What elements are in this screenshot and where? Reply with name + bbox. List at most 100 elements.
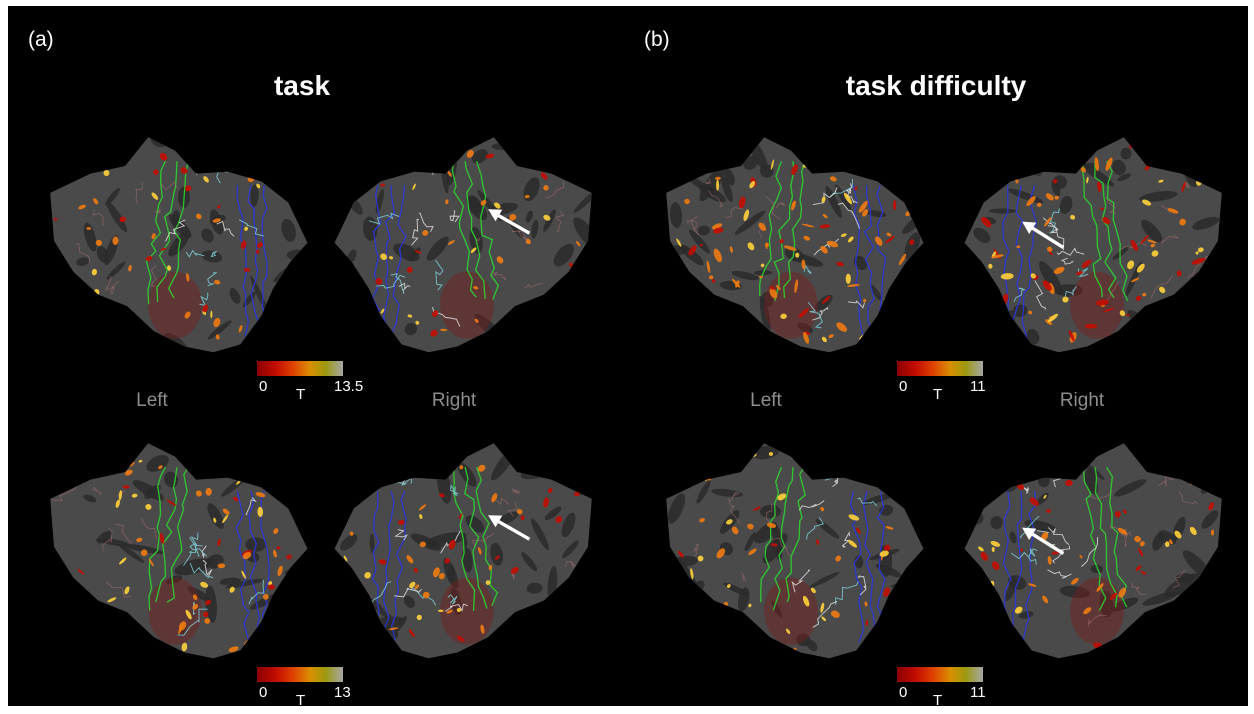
activation-blob — [107, 597, 117, 603]
activation-blob — [192, 603, 199, 610]
activation-blob — [409, 581, 416, 589]
activation-blob — [494, 555, 500, 560]
activation-blob — [276, 546, 281, 550]
activation-blob — [724, 615, 732, 620]
activation-blob — [1147, 239, 1157, 244]
figure: (a) task (b) task difficulty Left Right … — [8, 6, 1248, 706]
activation-blob — [184, 311, 191, 319]
activation-blob — [802, 595, 810, 607]
activation-blob — [202, 611, 209, 618]
activation-blob — [167, 265, 172, 271]
activation-blob — [349, 531, 354, 536]
activation-blob — [1134, 535, 1141, 543]
activation-blob — [830, 176, 837, 182]
activation-blob — [1151, 326, 1158, 334]
activation-blob — [364, 645, 370, 653]
activation-blob — [711, 279, 716, 283]
activation-blob — [202, 304, 209, 313]
activation-blob — [769, 285, 775, 290]
activation-blob — [843, 192, 852, 205]
activation-blob — [1208, 502, 1215, 511]
activation-blob — [212, 218, 221, 223]
activation-blob — [1118, 587, 1127, 598]
activation-blob — [521, 616, 524, 620]
activation-blob — [510, 566, 519, 574]
activation-blob — [1200, 471, 1205, 477]
activation-blob — [1169, 161, 1178, 169]
activation-blob — [525, 238, 531, 245]
activation-blob — [398, 519, 405, 525]
activation-blob — [988, 263, 993, 269]
activation-blob — [835, 555, 842, 562]
activation-blob — [573, 491, 580, 497]
activation-blob — [822, 213, 828, 219]
activation-blob — [406, 555, 414, 564]
activation-blob — [485, 580, 491, 585]
activation-blob — [719, 612, 723, 618]
activation-blob — [346, 168, 350, 173]
activation-blob — [244, 226, 249, 231]
activation-blob — [419, 541, 426, 548]
activation-blob — [699, 518, 705, 523]
activation-blob — [166, 499, 177, 506]
activation-blob — [760, 263, 765, 268]
activation-blob — [1045, 193, 1054, 201]
activation-blob — [883, 587, 891, 597]
activation-blob — [748, 603, 752, 608]
activation-blob — [973, 294, 986, 301]
activation-blob — [364, 572, 371, 579]
activation-blob — [577, 292, 583, 301]
activation-blob — [540, 172, 548, 180]
activation-blob — [192, 594, 198, 601]
activation-blob — [791, 164, 798, 176]
activation-blob — [1054, 195, 1060, 200]
activation-blob — [214, 279, 221, 285]
activation-blob — [510, 458, 516, 464]
activation-blob — [810, 587, 816, 594]
activation-blob — [1081, 259, 1092, 268]
activation-blob — [826, 240, 839, 248]
activation-blob — [765, 243, 768, 250]
colorbar-a-bottom-var: T — [296, 692, 306, 706]
panel-a-title: task — [273, 70, 331, 101]
activation-blob — [140, 549, 148, 557]
activation-blob — [543, 214, 551, 221]
activation-blob — [185, 609, 192, 620]
activation-blob — [103, 169, 110, 177]
activation-blob — [981, 216, 992, 228]
activation-blob — [129, 462, 135, 467]
activation-blob — [1016, 245, 1021, 249]
activation-blob — [1151, 250, 1159, 257]
activation-blob — [151, 233, 156, 240]
activation-blob — [124, 469, 133, 476]
activation-blob — [470, 247, 477, 254]
activation-blob — [770, 543, 778, 547]
activation-blob — [1135, 295, 1142, 301]
white-arrow-icon — [488, 515, 531, 541]
activation-blob — [905, 145, 912, 154]
activation-blob — [765, 337, 773, 346]
activation-blob — [1067, 148, 1072, 154]
activation-blob — [840, 233, 847, 238]
activation-blob — [543, 497, 549, 508]
activation-blob — [61, 312, 69, 321]
activation-blob — [1177, 468, 1183, 474]
colorbar-a-top-min: 0 — [259, 378, 268, 395]
activation-blob — [93, 198, 99, 205]
activation-blob — [980, 551, 989, 561]
activation-blob — [491, 493, 498, 503]
activation-blob — [241, 570, 247, 579]
activation-blob — [1194, 620, 1198, 632]
white-arrow-icon — [1022, 221, 1065, 250]
activation-blob — [856, 527, 861, 534]
activation-blob — [854, 186, 858, 191]
activation-blob — [794, 279, 799, 293]
activation-blob — [91, 268, 97, 276]
panel-a-top-right-flatmap — [334, 137, 592, 353]
activation-blob — [684, 198, 690, 205]
activation-blob — [1180, 613, 1189, 622]
activation-blob — [1076, 271, 1083, 275]
activation-blob — [1167, 327, 1171, 331]
activation-blob — [1079, 554, 1083, 559]
panel-a-left-label: Left — [136, 390, 168, 411]
